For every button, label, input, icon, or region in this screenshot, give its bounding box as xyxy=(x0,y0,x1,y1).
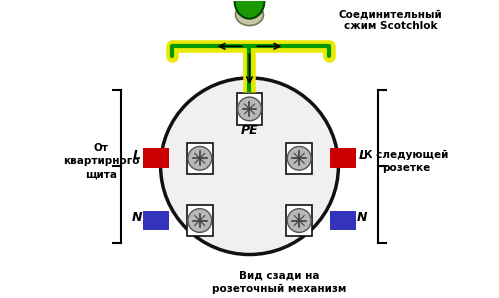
Text: К следующей
розетке: К следующей розетке xyxy=(364,150,448,173)
Bar xyxy=(187,142,213,174)
Circle shape xyxy=(188,209,212,232)
Circle shape xyxy=(287,209,311,232)
Ellipse shape xyxy=(235,0,264,19)
Bar xyxy=(286,205,312,236)
Text: N: N xyxy=(357,211,368,224)
Text: Соединительный
сжим Scotchlok: Соединительный сжим Scotchlok xyxy=(339,10,443,31)
Bar xyxy=(143,148,169,168)
Circle shape xyxy=(238,97,261,121)
Text: N: N xyxy=(131,211,142,224)
Circle shape xyxy=(161,78,338,254)
Bar xyxy=(237,93,262,125)
Text: PE: PE xyxy=(241,124,258,137)
Bar xyxy=(286,142,312,174)
Bar xyxy=(330,148,356,168)
Ellipse shape xyxy=(236,4,263,26)
Circle shape xyxy=(188,147,212,170)
Bar xyxy=(187,205,213,236)
Text: L: L xyxy=(133,149,141,162)
Bar xyxy=(143,211,169,230)
Text: Вид сзади на
розеточный механизм: Вид сзади на розеточный механизм xyxy=(212,270,346,294)
Circle shape xyxy=(287,147,311,170)
Bar xyxy=(330,211,356,230)
Text: От
квартирного
щита: От квартирного щита xyxy=(63,143,139,179)
Text: L: L xyxy=(358,149,366,162)
